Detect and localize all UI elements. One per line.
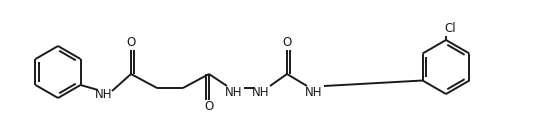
- Text: O: O: [282, 36, 292, 50]
- Text: NH: NH: [95, 87, 113, 100]
- Text: NH: NH: [225, 86, 243, 99]
- Text: NH: NH: [252, 86, 270, 99]
- Text: O: O: [205, 100, 214, 113]
- Text: NH: NH: [305, 86, 323, 99]
- Text: O: O: [127, 36, 136, 50]
- Text: Cl: Cl: [444, 22, 456, 35]
